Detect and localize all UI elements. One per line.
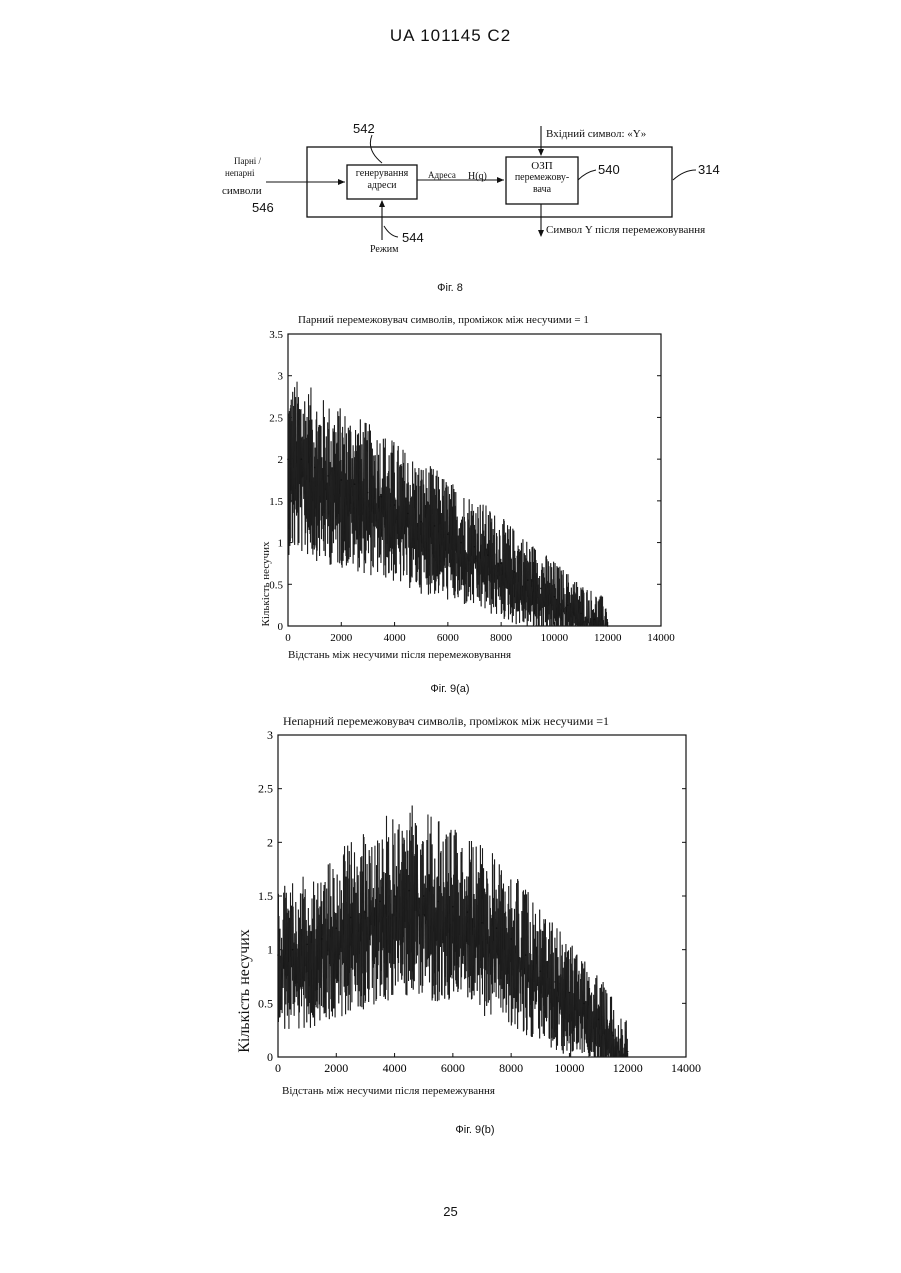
y-tick-label: 1.5 — [258, 889, 273, 903]
data-point — [510, 938, 512, 940]
data-point — [306, 944, 308, 946]
data-point — [612, 1035, 614, 1037]
data-point — [365, 911, 367, 913]
data-point — [496, 927, 498, 929]
y-tick-label: 0.5 — [258, 996, 273, 1010]
chart-9b-xlabel: Відстань між несучими після перемежуванн… — [282, 1085, 495, 1097]
histogram-trace-segment — [386, 917, 387, 918]
data-point — [423, 895, 425, 897]
data-point — [350, 917, 352, 919]
chart-9b-caption: Фіг. 9(b) — [440, 1124, 510, 1136]
y-tick-label: 1 — [267, 943, 273, 957]
data-point — [452, 906, 454, 908]
page-number: 25 — [0, 1204, 901, 1219]
y-tick-label: 0 — [267, 1050, 273, 1064]
data-point — [379, 901, 381, 903]
data-point — [335, 927, 337, 929]
chart-9b-ylabel: Кількість несучих — [236, 906, 254, 1076]
data-point — [437, 901, 439, 903]
x-tick-label: 12000 — [613, 1061, 643, 1075]
y-tick-label: 2 — [267, 835, 273, 849]
data-point — [569, 992, 571, 994]
y-tick-label: 2.5 — [258, 782, 273, 796]
data-point — [583, 1003, 585, 1005]
data-point — [554, 981, 556, 983]
x-tick-label: 4000 — [383, 1061, 407, 1075]
y-tick-label: 3 — [267, 728, 273, 742]
x-tick-label: 8000 — [499, 1061, 523, 1075]
data-point — [481, 922, 483, 924]
data-point — [408, 890, 410, 892]
chart-9b-plot: 0 2000 4000 6000 8000 10000 12000 14000 0 0.5 1 1.5… — [0, 0, 901, 1120]
x-tick-label: 14000 — [671, 1061, 701, 1075]
x-tick-label: 6000 — [441, 1061, 465, 1075]
data-point — [467, 911, 469, 913]
data-point — [277, 954, 279, 956]
data-point — [394, 895, 396, 897]
data-point — [525, 954, 527, 956]
x-tick-label: 0 — [275, 1061, 281, 1075]
histogram-trace-segment — [321, 957, 322, 959]
x-tick-label: 10000 — [554, 1061, 584, 1075]
data-point — [321, 938, 323, 940]
x-tick-label: 2000 — [324, 1061, 348, 1075]
histogram-trace — [278, 806, 627, 1057]
data-point — [598, 1019, 600, 1021]
data-point — [539, 970, 541, 972]
data-point — [627, 1051, 629, 1053]
data-point — [292, 949, 294, 951]
